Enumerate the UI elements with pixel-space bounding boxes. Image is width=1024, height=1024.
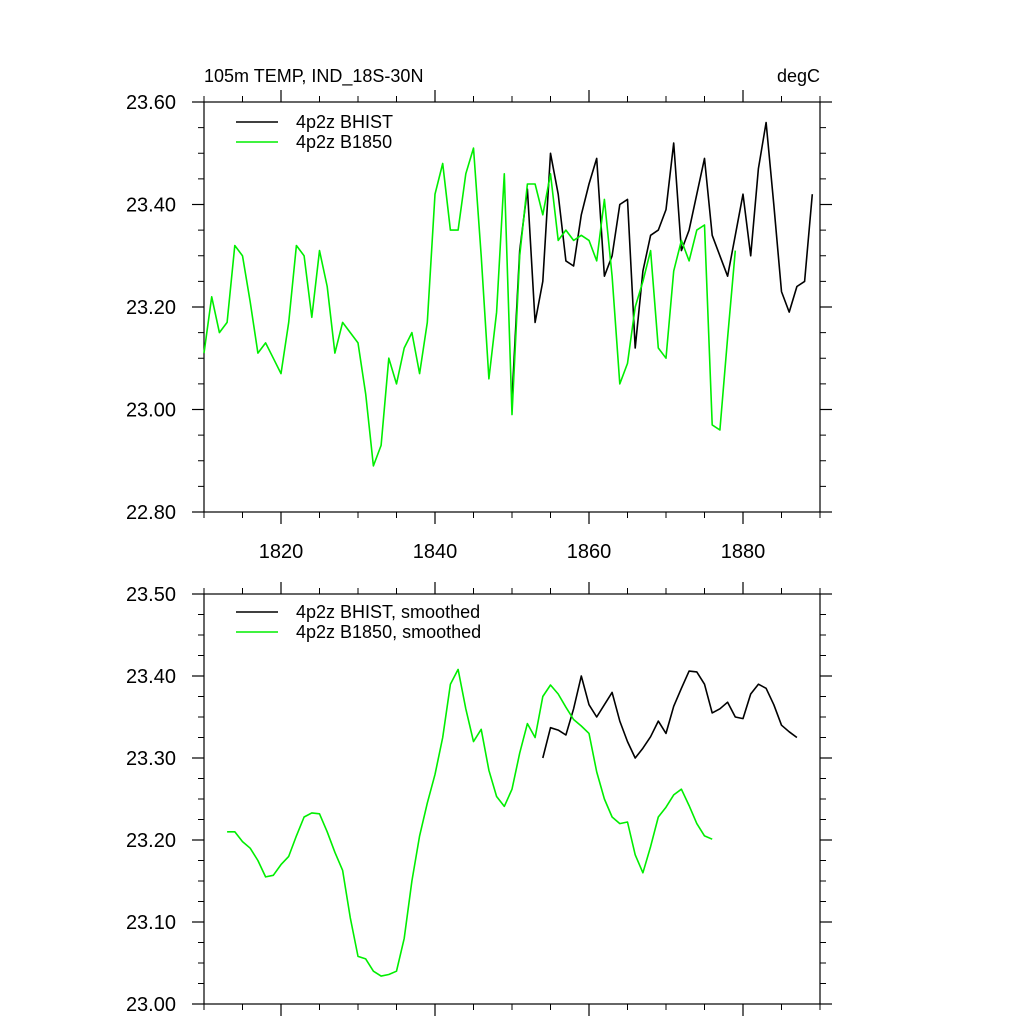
series-line-bhist <box>542 670 798 759</box>
series-line-b1850 <box>227 668 713 977</box>
y-tick-label: 23.50 <box>126 584 176 606</box>
chart-title-right: degC <box>777 66 820 86</box>
x-tick-label: 1820 <box>259 541 304 563</box>
y-tick-label: 22.80 <box>126 502 176 524</box>
y-tick-label: 23.20 <box>126 830 176 852</box>
x-tick-label: 1880 <box>721 541 766 563</box>
plot-frame <box>203 101 821 513</box>
legend-label: 4p2z B1850 <box>296 132 392 152</box>
y-tick-label: 23.00 <box>126 994 176 1016</box>
y-tick-label: 23.30 <box>126 748 176 770</box>
y-tick-label: 23.20 <box>126 297 176 319</box>
legend-label: 4p2z B1850, smoothed <box>296 622 481 642</box>
series-line-bhist <box>511 121 814 400</box>
axes: 23.00 23.10 23.20 23.30 23.40 23.50 <box>126 582 832 1016</box>
axes: 22.80 23.00 23.20 23.40 23.60 1820 1840 1860 188… <box>126 90 832 563</box>
series-line-b1850 <box>203 147 737 467</box>
y-tick-label: 23.00 <box>126 400 176 422</box>
top-panel: 105m TEMP, IND_18S-30N degC 22.80 23.00 23… <box>126 66 832 563</box>
y-tick-label: 23.10 <box>126 912 176 934</box>
y-tick-label: 23.60 <box>126 92 176 114</box>
legend-label: 4p2z BHIST <box>296 112 393 132</box>
plot-frame <box>203 593 821 1005</box>
y-tick-label: 23.40 <box>126 195 176 217</box>
bottom-panel: 23.00 23.10 23.20 23.30 23.40 23.50 4p2z BHIST… <box>126 582 832 1016</box>
chart-title-left: 105m TEMP, IND_18S-30N <box>204 66 423 87</box>
legend-label: 4p2z BHIST, smoothed <box>296 602 480 622</box>
x-tick-label: 1840 <box>413 541 458 563</box>
x-tick-label: 1860 <box>567 541 612 563</box>
y-tick-label: 23.40 <box>126 666 176 688</box>
